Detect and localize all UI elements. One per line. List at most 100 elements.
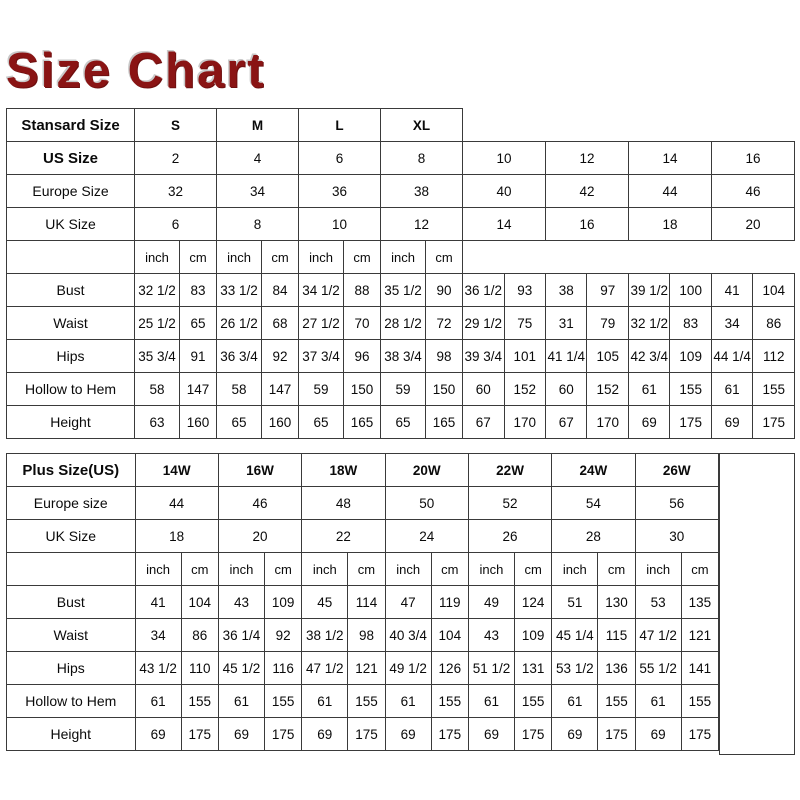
measure-inch-cell: 53 1/2 [551, 651, 599, 685]
size-group-header: 14W [134, 453, 219, 487]
table-row: Hips 35 3/4 91 36 3/4 92 37 3/4 96 38 3/4 98 39 3… [6, 339, 795, 373]
table-row: Bust 41 104 43 109 45 114 47 119 49 124 51 130 53 135 [6, 585, 720, 619]
size-group-header: 18W [301, 453, 386, 487]
measure-cm-cell: 121 [680, 618, 720, 652]
measure-cm-cell: 141 [680, 651, 720, 685]
row-label: Waist [6, 306, 135, 340]
measure-cm-cell: 104 [180, 585, 219, 619]
size-value-cell: 16 [545, 207, 629, 241]
measure-inch-cell: 38 1/2 [301, 618, 349, 652]
measure-inch-cell: 26 1/2 [216, 306, 263, 340]
row-label: Height [6, 405, 135, 439]
measure-inch-cell: 65 [216, 405, 263, 439]
measure-inch-cell: 32 1/2 [627, 306, 671, 340]
size-value-cell: 10 [298, 207, 382, 241]
size-group-header: XL [380, 108, 464, 142]
measure-cm-cell: 152 [503, 372, 547, 406]
measure-inch-cell: 55 1/2 [634, 651, 682, 685]
measure-cm-cell: 65 [178, 306, 218, 340]
measure-cm-cell: 109 [264, 585, 303, 619]
measure-cm-cell: 116 [264, 651, 303, 685]
measure-cm-cell: 155 [180, 684, 219, 718]
measure-cm-cell: 152 [586, 372, 629, 406]
measure-cm-cell: 136 [597, 651, 636, 685]
measure-inch-cell: 67 [544, 405, 588, 439]
row-label: Waist [6, 618, 136, 652]
standard-size-table: Stansard Size S M L XL US Size 2 4 6 8 10 12 14 16 Eur… [6, 108, 796, 439]
measure-cm-cell: 121 [347, 651, 386, 685]
measure-cm-cell: 147 [261, 372, 300, 406]
measure-inch-cell: 61 [710, 372, 754, 406]
measure-inch-cell: 43 [467, 618, 516, 652]
size-value-cell: 28 [551, 519, 636, 553]
size-group-header: M [216, 108, 300, 142]
size-value-cell: 14 [462, 207, 546, 241]
measure-inch-cell: 28 1/2 [380, 306, 427, 340]
size-value-cell: 18 [134, 519, 219, 553]
unit-cm-header: cm [430, 552, 469, 586]
measure-cm-cell: 114 [347, 585, 386, 619]
measure-cm-cell: 175 [514, 717, 553, 751]
measure-cm-cell: 100 [669, 273, 712, 307]
measure-cm-cell: 175 [752, 405, 795, 439]
measure-inch-cell: 43 1/2 [134, 651, 182, 685]
measure-inch-cell: 58 [216, 372, 263, 406]
unit-cm-header: cm [178, 240, 218, 274]
measure-inch-cell: 51 1/2 [467, 651, 516, 685]
measure-inch-cell: 69 [551, 717, 599, 751]
unit-inch-header: inch [384, 552, 432, 586]
measure-cm-cell: 175 [597, 717, 636, 751]
size-value-cell: 40 [462, 174, 546, 208]
table-row: Waist 25 1/2 65 26 1/2 68 27 1/2 70 28 1/2 72 29 … [6, 306, 795, 340]
size-group-header: 16W [217, 453, 303, 487]
row-label: Hips [6, 651, 136, 685]
measure-inch-cell: 40 3/4 [384, 618, 432, 652]
size-group-header: 20W [384, 453, 469, 487]
measure-inch-cell: 51 [551, 585, 599, 619]
unit-inch-header: inch [134, 552, 182, 586]
size-value-cell: 8 [380, 141, 464, 175]
measure-cm-cell: 135 [680, 585, 720, 619]
plus-table-side-panel [719, 453, 795, 755]
row-label: Bust [6, 273, 135, 307]
unit-inch-header: inch [134, 240, 180, 274]
table-row: Europe size 44 46 48 50 52 54 56 [6, 486, 720, 520]
measure-cm-cell: 175 [264, 717, 303, 751]
unit-inch-header: inch [551, 552, 599, 586]
measure-inch-cell: 69 [384, 717, 432, 751]
size-group-header: 22W [467, 453, 553, 487]
measure-cm-cell: 155 [430, 684, 469, 718]
unit-row: inch cm inch cm inch cm inch cm [6, 240, 795, 274]
measure-cm-cell: 96 [343, 339, 382, 373]
measure-inch-cell: 36 1/4 [217, 618, 266, 652]
table-row: Height 63 160 65 160 65 165 65 165 67 170 67 170 69 17… [6, 405, 795, 439]
measure-inch-cell: 63 [134, 405, 180, 439]
table-row: Height 69 175 69 175 69 175 69 175 69 175 69 175 69 17… [6, 717, 720, 751]
measure-cm-cell: 109 [669, 339, 712, 373]
measure-inch-cell: 69 [627, 405, 671, 439]
measure-cm-cell: 98 [425, 339, 464, 373]
measure-inch-cell: 69 [134, 717, 182, 751]
measure-inch-cell: 36 1/2 [462, 273, 505, 307]
measure-inch-cell: 38 [544, 273, 588, 307]
table-row: UK Size 18 20 22 24 26 28 30 [6, 519, 720, 553]
measure-inch-cell: 44 1/4 [710, 339, 754, 373]
measure-cm-cell: 70 [343, 306, 382, 340]
unit-inch-header: inch [216, 240, 263, 274]
measure-cm-cell: 84 [261, 273, 300, 307]
measure-cm-cell: 72 [425, 306, 464, 340]
row-label: Hollow to Hem [6, 684, 136, 718]
row-label: US Size [6, 141, 135, 175]
measure-cm-cell: 75 [503, 306, 547, 340]
unit-cm-header: cm [514, 552, 553, 586]
measure-cm-cell: 86 [752, 306, 795, 340]
measure-cm-cell: 83 [669, 306, 712, 340]
unit-cm-header: cm [343, 240, 382, 274]
size-group-header: 26W [634, 453, 720, 487]
measure-inch-cell: 65 [298, 405, 345, 439]
measure-inch-cell: 59 [298, 372, 345, 406]
size-value-cell: 20 [217, 519, 303, 553]
measure-inch-cell: 61 [551, 684, 599, 718]
size-value-cell: 20 [710, 207, 796, 241]
